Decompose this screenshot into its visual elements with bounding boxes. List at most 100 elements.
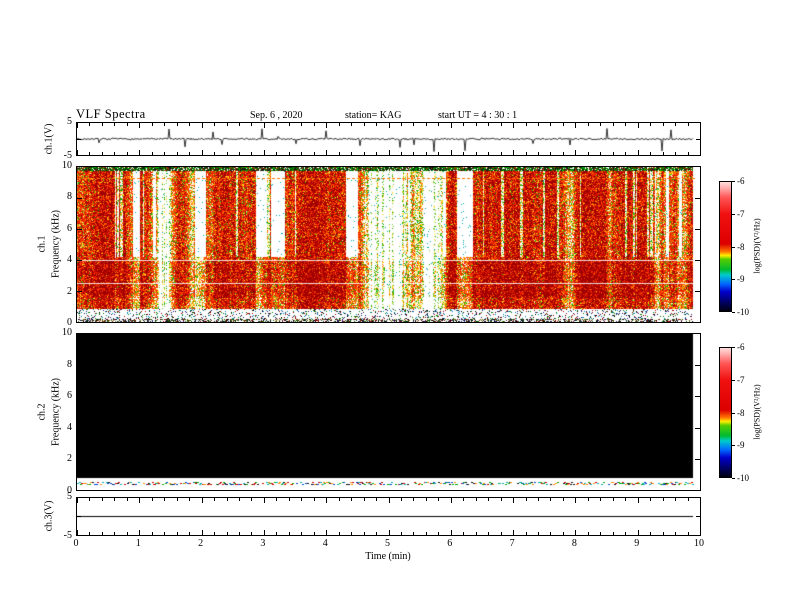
- x-tick-mark: [438, 498, 440, 501]
- colorbar-tick-mark: [732, 445, 735, 446]
- ch2-spec-ytick-label: 10: [62, 327, 72, 338]
- x-tick-mark: [513, 530, 515, 535]
- x-tick-mark: [650, 123, 652, 126]
- x-tick-mark: [650, 152, 652, 155]
- ch2-spec-ylabel: Frequency (kHz): [50, 377, 62, 447]
- x-tick-mark: [488, 498, 490, 501]
- x-tick-mark: [114, 152, 116, 155]
- x-tick-mark: [276, 123, 278, 126]
- colorbar-tick-mark: [732, 413, 735, 414]
- x-tick-mark: [450, 123, 452, 128]
- x-tick-mark: [301, 532, 303, 535]
- x-tick-mark: [488, 152, 490, 155]
- x-tick-mark: [587, 152, 589, 155]
- x-tick-mark: [662, 123, 664, 126]
- x-tick-mark: [326, 498, 328, 503]
- x-tick-mark: [400, 532, 402, 535]
- y-tick-mark: [696, 139, 700, 140]
- x-tick-mark: [575, 530, 577, 535]
- x-tick-mark: [687, 152, 689, 155]
- ch1-spec-ytick-label: 4: [67, 254, 72, 266]
- colorbar-tick-mark: [732, 214, 735, 215]
- ch1-spectrogram-canvas: [77, 167, 700, 322]
- x-tick-mark: [164, 498, 166, 501]
- x-tick-mark: [288, 123, 290, 126]
- x-tick-mark: [351, 532, 353, 535]
- date-label: Sep. 6 , 2020: [250, 110, 303, 121]
- colorbar-ch2: [719, 347, 732, 478]
- x-tick-mark: [488, 532, 490, 535]
- y-tick-mark: [77, 516, 81, 517]
- x-tick-mark: [326, 530, 328, 535]
- x-tick-mark: [550, 152, 552, 155]
- x-tick-mark: [251, 532, 253, 535]
- y-tick-mark: [77, 428, 82, 429]
- x-tick-mark: [226, 152, 228, 155]
- x-tick-mark: [575, 498, 577, 503]
- x-tick-mark: [425, 123, 427, 126]
- y-tick-mark: [695, 229, 700, 230]
- x-tick-label: 1: [135, 538, 141, 549]
- colorbar-tick-mark: [732, 312, 735, 313]
- x-tick-mark: [700, 123, 701, 128]
- y-tick-mark: [77, 139, 81, 140]
- x-tick-mark: [189, 152, 191, 155]
- x-tick-mark: [525, 123, 527, 126]
- x-tick-mark: [675, 152, 677, 155]
- x-tick-mark: [201, 150, 203, 155]
- x-tick-mark: [151, 498, 153, 501]
- x-tick-mark: [388, 123, 390, 128]
- x-tick-mark: [450, 498, 452, 503]
- colorbar-ch1-label: log(PSD)(V²/Hz): [752, 218, 762, 274]
- x-tick-label: 2: [198, 538, 204, 549]
- x-tick-mark: [388, 498, 390, 503]
- y-tick-mark: [77, 229, 82, 230]
- x-tick-mark: [363, 152, 365, 155]
- x-tick-mark: [425, 532, 427, 535]
- x-tick-mark: [675, 532, 677, 535]
- x-tick-mark: [351, 123, 353, 126]
- ch2-spec-ytick-label: 4: [67, 421, 72, 433]
- ch1-wave-ytick-label: -5: [63, 150, 72, 161]
- x-tick-mark: [475, 123, 477, 126]
- x-tick-mark: [126, 532, 128, 535]
- x-tick-mark: [625, 532, 627, 535]
- x-tick-mark: [101, 532, 103, 535]
- colorbar-ch1-gradient: [720, 182, 731, 311]
- x-tick-mark: [400, 498, 402, 501]
- y-tick-mark: [695, 365, 700, 366]
- x-tick-mark: [625, 123, 627, 126]
- colorbar-tick-mark: [732, 247, 735, 248]
- y-tick-mark: [695, 291, 700, 292]
- x-tick-mark: [612, 498, 614, 501]
- x-tick-mark: [525, 152, 527, 155]
- x-tick-mark: [587, 532, 589, 535]
- x-tick-mark: [438, 152, 440, 155]
- x-tick-mark: [400, 152, 402, 155]
- ch2-spectrogram-panel: [76, 333, 701, 491]
- x-tick-mark: [675, 123, 677, 126]
- x-tick-mark: [513, 123, 515, 128]
- x-tick-mark: [625, 152, 627, 155]
- x-tick-mark: [176, 498, 178, 501]
- x-tick-mark: [388, 150, 390, 155]
- x-tick-mark: [276, 152, 278, 155]
- y-tick-mark: [77, 396, 82, 397]
- ch2-spec-ytick-label: 8: [67, 358, 72, 370]
- x-tick-mark: [376, 123, 378, 126]
- x-axis-label: Time (min): [365, 551, 411, 562]
- x-tick-mark: [538, 123, 540, 126]
- x-tick-mark: [700, 150, 701, 155]
- x-tick-label: 8: [571, 538, 577, 549]
- x-tick-mark: [263, 530, 265, 535]
- x-tick-mark: [413, 123, 415, 126]
- x-tick-mark: [687, 123, 689, 126]
- x-tick-mark: [587, 123, 589, 126]
- x-tick-mark: [89, 498, 91, 501]
- x-tick-mark: [89, 152, 91, 155]
- x-tick-mark: [363, 498, 365, 501]
- x-tick-mark: [214, 532, 216, 535]
- x-tick-mark: [301, 152, 303, 155]
- y-tick-mark: [77, 291, 82, 292]
- x-tick-mark: [376, 532, 378, 535]
